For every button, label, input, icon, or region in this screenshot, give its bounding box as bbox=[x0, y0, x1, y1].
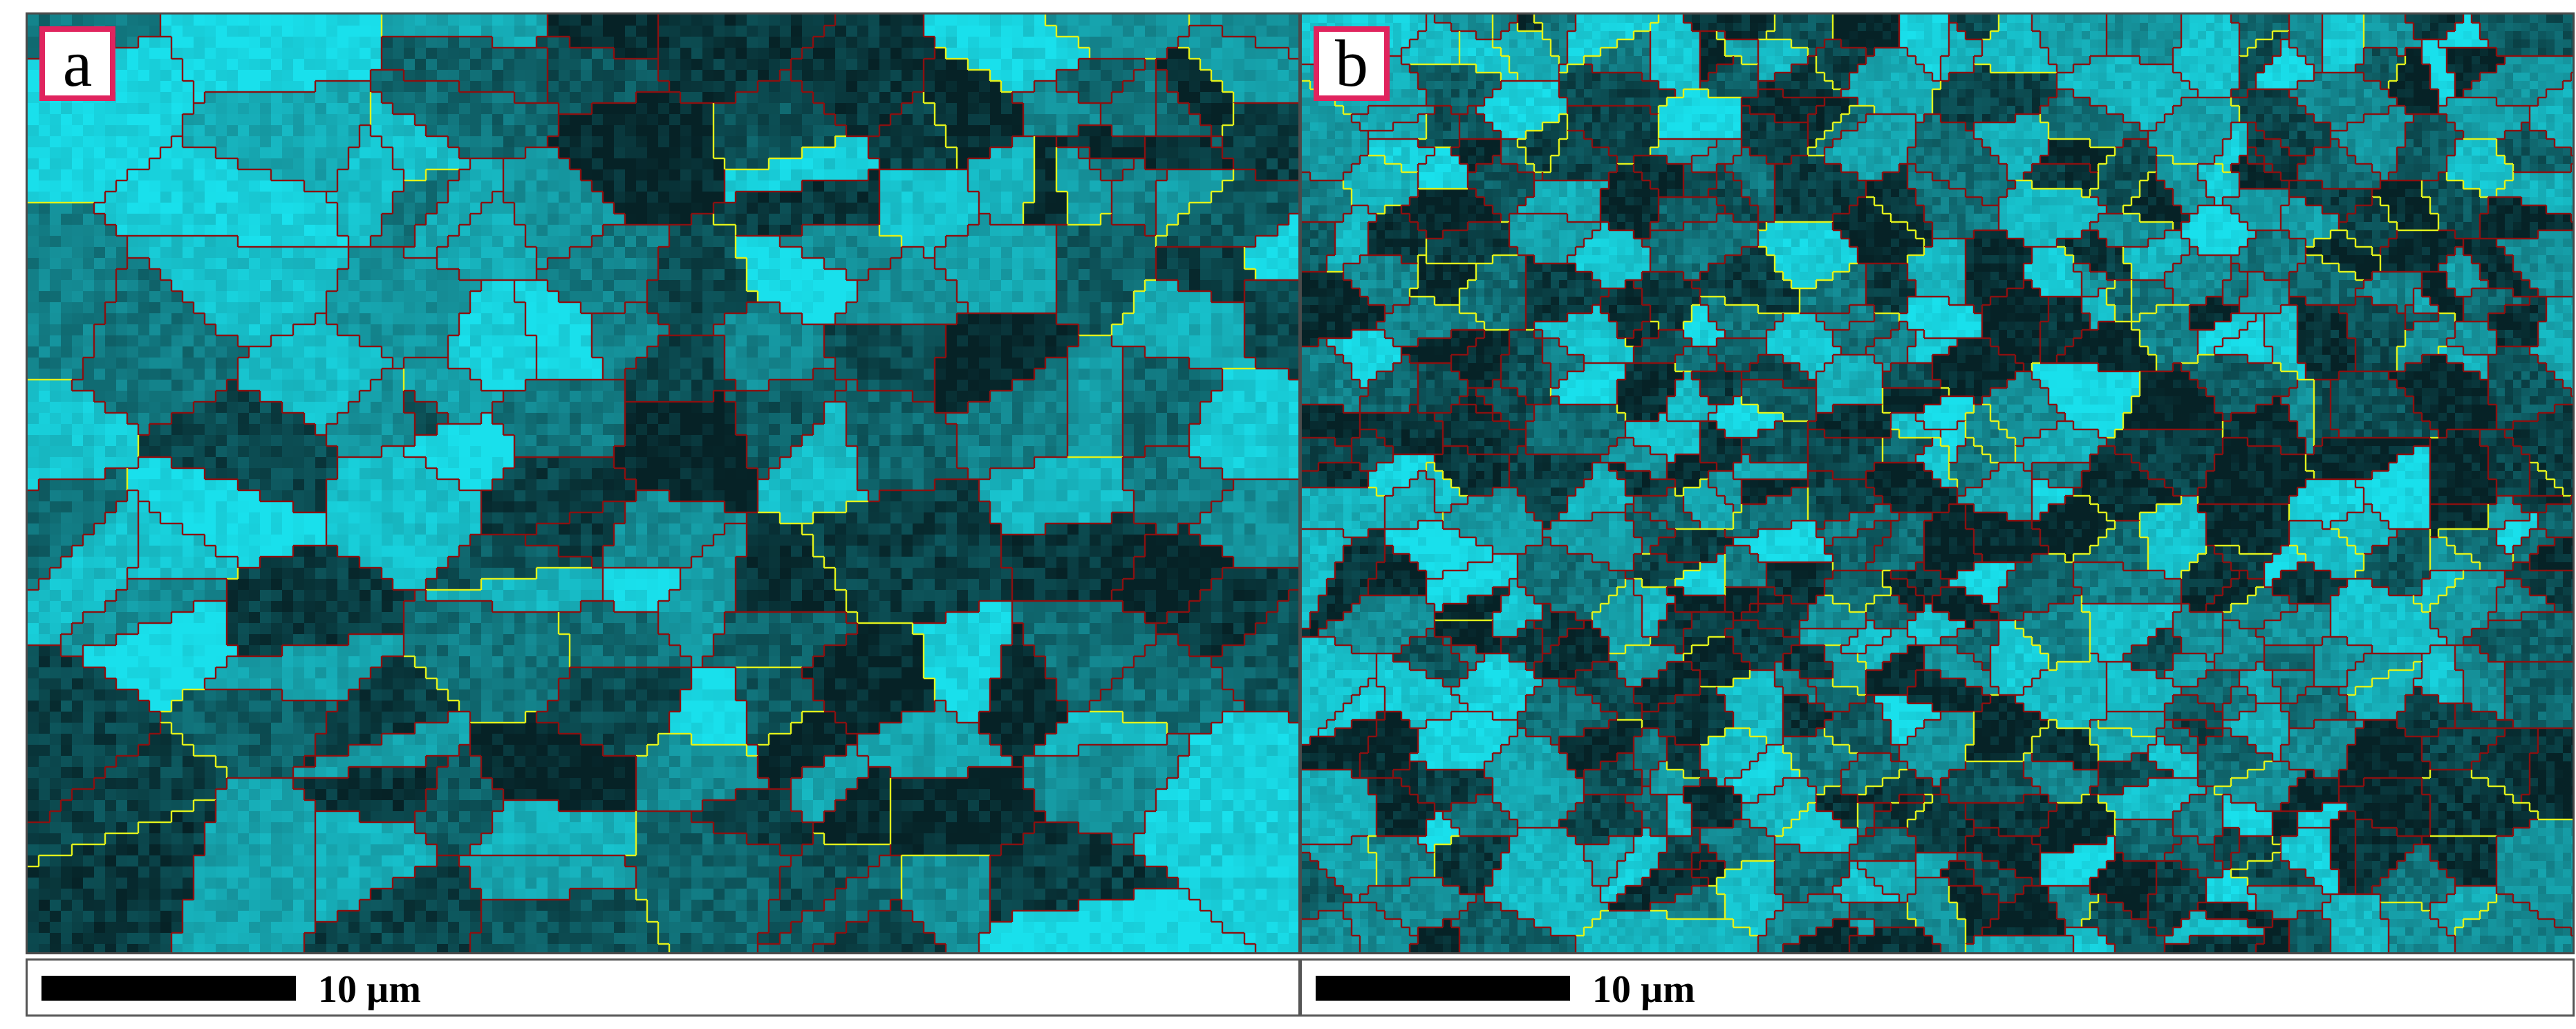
scale-strip-a: 10 µm bbox=[26, 958, 1300, 1017]
scale-strip-b: 10 µm bbox=[1300, 958, 2575, 1017]
panel-b: b 10 µm bbox=[1300, 12, 2575, 1017]
scale-label-a: 10 µm bbox=[318, 970, 421, 1009]
panel-label-a: a bbox=[39, 26, 115, 101]
scale-bar-a bbox=[41, 976, 296, 1001]
panel-label-b: b bbox=[1314, 26, 1390, 101]
ebsd-map-a bbox=[26, 12, 1300, 954]
scale-bar-b bbox=[1316, 976, 1570, 1001]
ebsd-image-a bbox=[28, 15, 1298, 952]
ebsd-image-b bbox=[1302, 15, 2573, 952]
panel-a: a 10 µm bbox=[26, 12, 1300, 1017]
ebsd-map-b bbox=[1300, 12, 2575, 954]
grain-boundaries bbox=[28, 15, 1298, 952]
grain-pixels bbox=[1302, 15, 2573, 952]
scale-label-b: 10 µm bbox=[1592, 970, 1695, 1009]
